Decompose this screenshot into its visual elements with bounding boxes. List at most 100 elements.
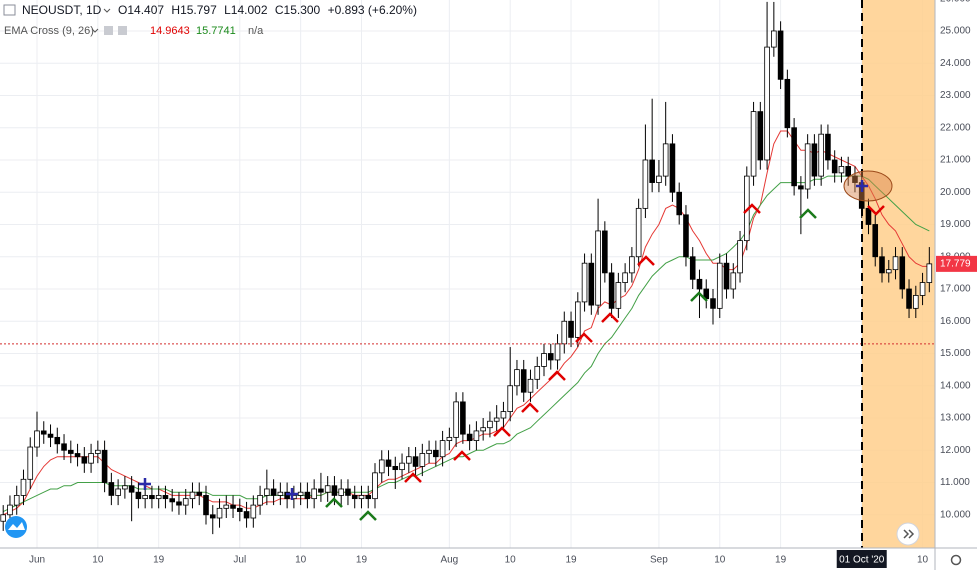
y-tick-label: 17.000 bbox=[940, 284, 971, 295]
candle-body bbox=[466, 433, 473, 441]
x-tick-label: Aug bbox=[440, 555, 458, 566]
y-tick-label: 19.000 bbox=[940, 219, 971, 230]
candle-body bbox=[913, 295, 919, 309]
marker bbox=[575, 332, 593, 343]
candle-body bbox=[683, 214, 689, 258]
marker bbox=[548, 370, 566, 381]
ohlc-value: 15.797 bbox=[180, 3, 217, 17]
candle-body bbox=[95, 449, 101, 454]
candle-body bbox=[20, 478, 27, 496]
candle-body bbox=[784, 78, 791, 129]
candle-body bbox=[629, 256, 635, 274]
settings-icon[interactable] bbox=[104, 26, 113, 35]
candle-body bbox=[656, 175, 662, 183]
x-tick-label: 19 bbox=[565, 555, 577, 566]
ohlc-label: H bbox=[171, 3, 180, 17]
candle-body bbox=[716, 262, 723, 309]
candle-body bbox=[460, 401, 466, 435]
candle-body bbox=[372, 472, 378, 500]
x-tick-label: 10 bbox=[295, 555, 307, 566]
change: +0.893 (+6.20%) bbox=[328, 3, 417, 17]
marker bbox=[139, 478, 151, 490]
candle-body bbox=[473, 430, 480, 441]
candle-body bbox=[0, 514, 7, 522]
candle-body bbox=[575, 301, 581, 338]
marker bbox=[521, 402, 539, 413]
candle-body bbox=[209, 514, 216, 519]
marker bbox=[325, 497, 343, 508]
candle-body bbox=[453, 401, 459, 438]
ohlc-label: O bbox=[118, 3, 127, 17]
ohlc-label: C bbox=[275, 3, 284, 17]
ema-value: 15.7741 bbox=[196, 25, 236, 37]
candle-body bbox=[27, 446, 34, 480]
candle-body bbox=[351, 495, 358, 500]
candle-body bbox=[176, 501, 182, 506]
candle-body bbox=[561, 320, 568, 345]
candle-body bbox=[250, 504, 257, 519]
candle-body bbox=[40, 430, 47, 435]
candle-body bbox=[777, 30, 784, 80]
candle-body bbox=[689, 256, 696, 280]
grid bbox=[0, 0, 935, 548]
candle-body bbox=[554, 343, 561, 361]
marker bbox=[286, 488, 298, 500]
buy-markers bbox=[404, 203, 885, 483]
settings-gear[interactable] bbox=[950, 554, 962, 566]
candle-body bbox=[750, 111, 757, 177]
candle-body bbox=[155, 495, 162, 500]
candle-body bbox=[142, 495, 148, 500]
candle-body bbox=[547, 353, 554, 361]
candle-body bbox=[622, 272, 628, 283]
candle-body bbox=[196, 491, 203, 496]
y-tick-label: 21.000 bbox=[940, 155, 971, 166]
candle-body bbox=[541, 353, 547, 367]
axes: 10.000 11.000 12.000 13.000 14.000 15.000 16.0… bbox=[29, 0, 977, 568]
candle-body bbox=[433, 449, 439, 458]
ohlc-label: L bbox=[224, 3, 231, 17]
dropdown[interactable] bbox=[103, 8, 111, 13]
marker bbox=[867, 205, 885, 216]
price-label-box bbox=[936, 255, 977, 272]
candle-body bbox=[277, 491, 284, 496]
candle-body bbox=[101, 449, 108, 483]
y-tick-label: 12.000 bbox=[940, 445, 971, 456]
candle-body bbox=[588, 262, 595, 306]
marker bbox=[601, 312, 619, 323]
candle-body bbox=[318, 488, 324, 493]
candle-body bbox=[68, 449, 74, 454]
dropdown[interactable] bbox=[91, 28, 99, 33]
candle-body bbox=[568, 320, 574, 338]
close-icon[interactable] bbox=[118, 26, 127, 35]
marker bbox=[743, 203, 761, 214]
x-tick-label: Jul bbox=[233, 555, 246, 566]
y-tick-label: 23.000 bbox=[940, 90, 971, 101]
y-tick-label: 10.000 bbox=[940, 509, 971, 520]
candle-body bbox=[892, 256, 899, 271]
candle-body bbox=[852, 175, 858, 183]
candle-body bbox=[223, 504, 230, 509]
candle-body bbox=[257, 495, 263, 506]
marker bbox=[690, 291, 708, 302]
candle-body bbox=[845, 166, 851, 177]
candle-body bbox=[216, 507, 223, 519]
candle-body bbox=[108, 482, 115, 496]
candle-body bbox=[128, 485, 135, 493]
candle-body bbox=[885, 269, 892, 274]
candle-body bbox=[61, 443, 67, 451]
candle-body bbox=[919, 282, 926, 296]
x-tick-label: 10 bbox=[92, 555, 104, 566]
x-tick-label: 10 bbox=[714, 555, 726, 566]
candle-body bbox=[527, 378, 534, 393]
candle-body bbox=[203, 495, 209, 516]
candle-body bbox=[88, 453, 94, 464]
candle-body bbox=[162, 495, 169, 500]
candle-body bbox=[331, 485, 338, 496]
candle-body bbox=[135, 491, 142, 500]
candle-body bbox=[791, 127, 797, 187]
candle-body bbox=[446, 436, 453, 441]
candle-body bbox=[358, 495, 365, 500]
candle-body bbox=[723, 262, 730, 290]
menu-icon[interactable] bbox=[3, 4, 16, 16]
